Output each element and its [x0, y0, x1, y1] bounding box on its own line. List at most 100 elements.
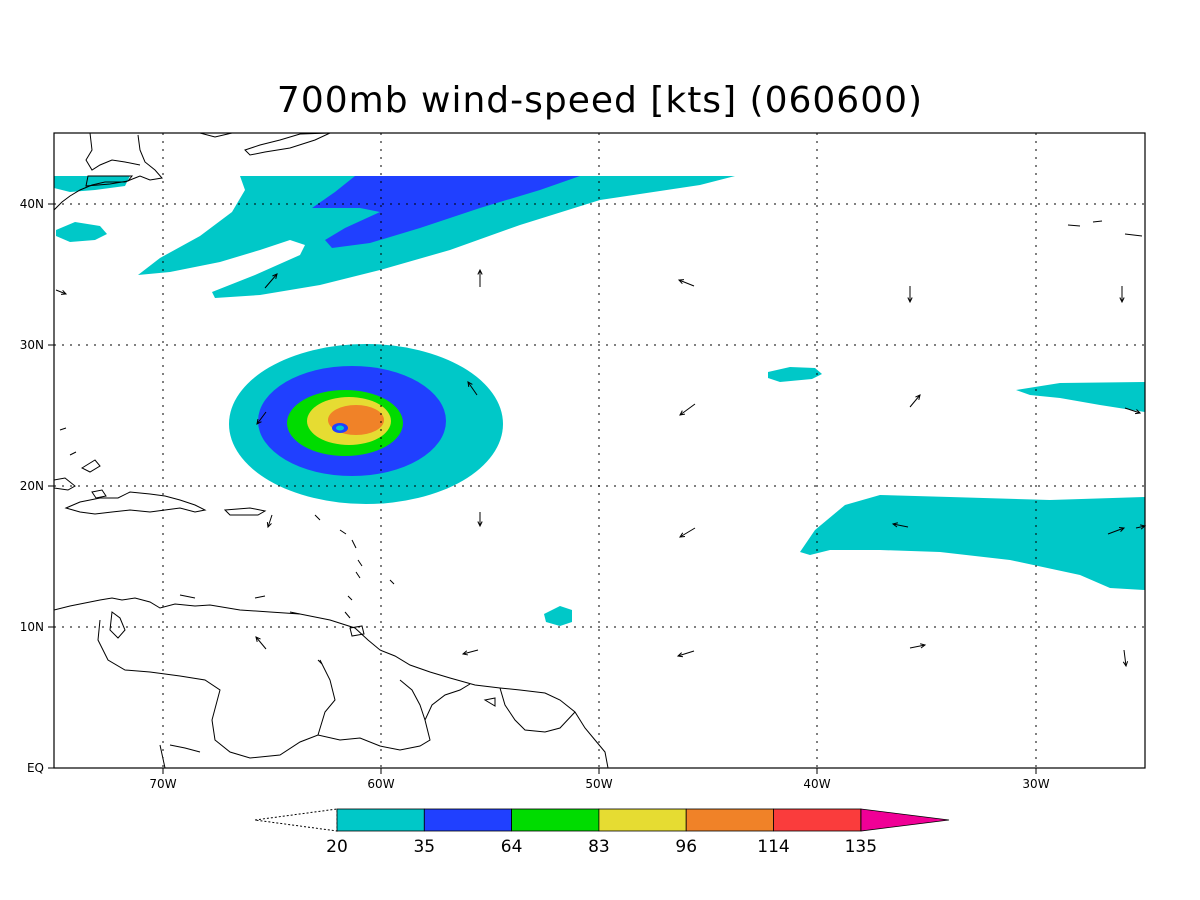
wind-arrow [462, 649, 479, 655]
colorbar-box [511, 808, 600, 832]
wind-arrow [909, 644, 926, 649]
wind-arrow-head [891, 522, 898, 528]
jet-band-20kt [138, 176, 735, 298]
blob-20kt-c [768, 367, 822, 382]
east-band-20kt [1016, 382, 1145, 412]
wind-arrow [678, 279, 695, 287]
wind-arrow-head [467, 381, 473, 388]
colorbar-boxes [336, 808, 862, 832]
lat-label-20n: 20N [20, 479, 44, 493]
lat-label-eq: EQ [27, 761, 44, 775]
wind-arrow [55, 289, 67, 295]
wind-arrow-head [907, 297, 913, 304]
lon-label-40w: 40W [803, 777, 830, 791]
wind-speed-contours [54, 176, 1145, 626]
wind-arrow-head [266, 521, 272, 529]
wind-arrow-head [60, 289, 68, 295]
coast-nova-scotia [244, 133, 331, 156]
coast-lesser-antilles [314, 514, 395, 619]
wind-arrow [679, 527, 696, 538]
wind-arrow-head [256, 418, 262, 425]
wind-arrow-head [1134, 409, 1142, 415]
wind-arrow [1123, 649, 1127, 667]
coast-guyana-borders [317, 659, 576, 736]
east-band-20kt-south [800, 495, 1145, 590]
axis-ticks [48, 203, 1037, 774]
lon-label-70w: 70W [149, 777, 176, 791]
blob-20kt-d [544, 606, 572, 626]
coast-lake-maracaibo [109, 611, 126, 639]
wind-arrow-head [676, 652, 684, 658]
coast-venezuela-inland [97, 619, 471, 759]
wind-arrow [467, 381, 478, 396]
lat-lon-grid [54, 133, 1145, 768]
colorbar-box [423, 808, 512, 832]
colorbar-box [773, 808, 862, 832]
colorbar-extend-above [860, 808, 950, 832]
coast-hispaniola [64, 491, 207, 515]
wind-arrow-head [677, 279, 685, 285]
lat-label-30n: 30N [20, 338, 44, 352]
colorbar-extend-below [254, 808, 338, 832]
coast-island-ne [199, 133, 233, 138]
wind-arrow [909, 394, 921, 408]
coast-brazil-north [159, 744, 201, 768]
wind-arrow [677, 650, 695, 657]
colorbar-label: 20 [326, 837, 348, 857]
blob-20kt-b [54, 176, 130, 192]
coastlines [54, 133, 1143, 768]
coast-new-england [85, 133, 141, 171]
jet-band-35kt [312, 176, 580, 248]
wind-arrow-head [1122, 661, 1129, 668]
wind-arrow-head [920, 643, 927, 649]
colorbar-box [598, 808, 687, 832]
coast-trinidad [349, 625, 365, 637]
wind-arrow [1135, 525, 1146, 529]
lat-label-40n: 40N [20, 197, 44, 211]
blob-20kt-a [56, 222, 107, 242]
wind-arrow-head [1118, 527, 1126, 532]
colorbar-label: 135 [845, 837, 877, 857]
wind-arrow [1107, 527, 1125, 535]
wind-arrow-head [1119, 297, 1125, 304]
wind-arrow-head [255, 636, 261, 642]
wind-arrow [267, 514, 273, 528]
wind-arrow [264, 273, 278, 289]
coast-jamaica [91, 489, 107, 499]
wind-vectors [55, 268, 1147, 668]
wind-arrow-head [477, 521, 483, 528]
coast-azores [1067, 220, 1143, 237]
colorbar-label: 83 [588, 837, 610, 857]
coast-bahamas [59, 427, 101, 473]
lon-label-60w: 60W [367, 777, 394, 791]
lon-label-30w: 30W [1022, 777, 1049, 791]
storm-eye-inner [336, 425, 344, 431]
wind-arrow [679, 403, 696, 416]
coast-puerto-rico [223, 507, 267, 516]
colorbar-label: 35 [413, 837, 435, 857]
colorbar: 20 35 64 83 96 114 135 [254, 808, 950, 857]
colorbar-box [336, 808, 425, 832]
coast-cuba [54, 477, 76, 491]
wind-arrow-head [915, 394, 921, 400]
wind-arrow [892, 523, 909, 528]
lat-label-10n: 10N [20, 620, 44, 634]
wind-arrow-head [679, 410, 686, 416]
wind-arrow-head [477, 268, 483, 275]
wind-arrow-head [461, 650, 469, 656]
coast-south-america [54, 597, 609, 768]
colorbar-box [685, 808, 774, 832]
colorbar-label: 114 [757, 837, 789, 857]
lon-label-50w: 50W [585, 777, 612, 791]
wind-arrow [255, 636, 267, 650]
coast-northeast-us [54, 134, 163, 211]
colorbar-label: 96 [675, 837, 697, 857]
map-title: 700mb wind-speed [kts] (060600) [276, 80, 924, 121]
coast-long-island [85, 175, 134, 187]
wind-arrow-head [679, 532, 686, 538]
wind-arrow [256, 411, 267, 425]
wind-arrow-head [272, 273, 278, 279]
coast-islands-misc [179, 594, 496, 707]
colorbar-label: 64 [501, 837, 523, 857]
